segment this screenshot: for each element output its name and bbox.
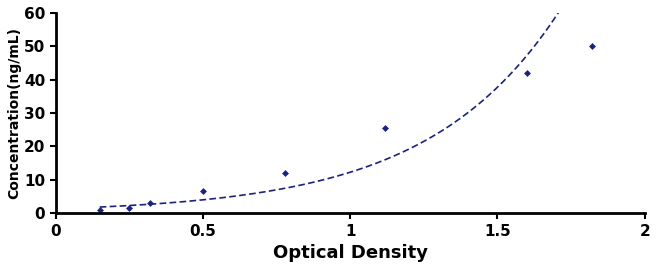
X-axis label: Optical Density: Optical Density bbox=[273, 244, 428, 262]
Y-axis label: Concentration(ng/mL): Concentration(ng/mL) bbox=[7, 27, 21, 199]
